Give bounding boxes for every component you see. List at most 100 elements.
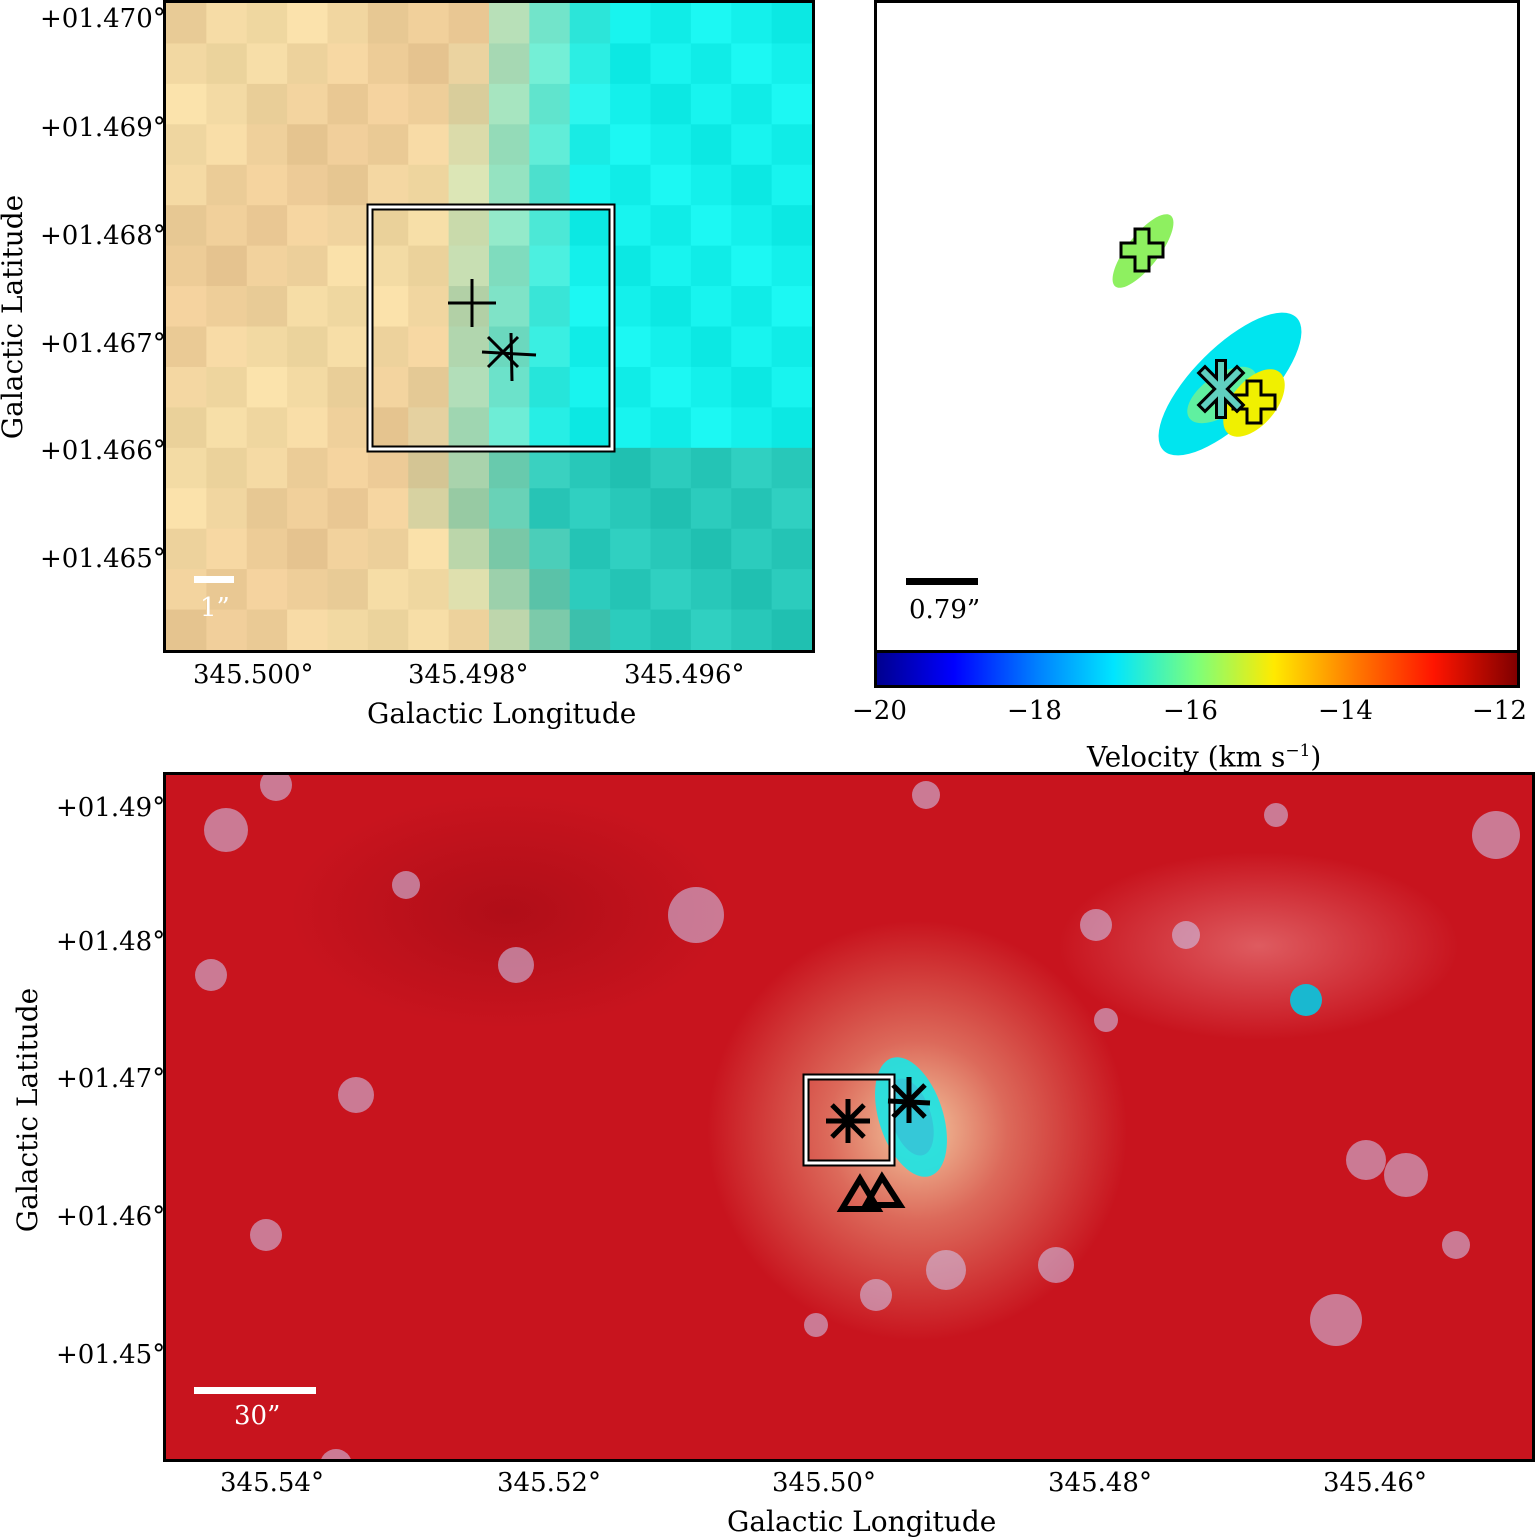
panel-c-star <box>1310 1294 1362 1346</box>
panel-a-pixel <box>771 43 812 85</box>
panel-a-pixel <box>610 447 652 489</box>
panel-a-pixel <box>367 326 409 368</box>
panel-a-pixel <box>367 407 409 449</box>
panel-a-pixel <box>690 447 732 489</box>
panel-c-star <box>195 959 227 991</box>
panel-a-pixel <box>408 164 450 206</box>
panel-a-pixel <box>327 245 369 287</box>
panel-a-pixel <box>489 407 530 449</box>
panel-c-star <box>498 947 534 983</box>
panel-a-pixel <box>408 326 450 368</box>
panel-a-pixel <box>448 3 490 45</box>
panel-a-pixel <box>771 609 812 650</box>
panel-a-pixel <box>448 205 490 247</box>
panel-a-pixel <box>731 83 773 125</box>
panel-a-y-tick: +01.469° <box>40 113 166 143</box>
panel-a-pixel <box>771 528 812 570</box>
colorbar-title-end: ) <box>1310 740 1322 774</box>
panel-a-pixel <box>650 366 692 408</box>
panel-a-pixel <box>408 205 450 247</box>
panel-c-asterisk-marker-2 <box>887 1077 931 1123</box>
panel-a-pixel <box>246 528 288 570</box>
panel-a-pixel <box>327 407 369 449</box>
panel-a-pixel <box>246 366 288 408</box>
panel-a-pixel <box>408 366 450 408</box>
panel-a-pixel <box>650 447 692 489</box>
panel-a-pixel <box>650 245 692 287</box>
panel-a-pixel <box>731 3 773 45</box>
panel-a-pixel <box>448 43 490 85</box>
panel-a-pixel <box>569 43 611 85</box>
panel-c-star <box>1094 1008 1118 1032</box>
panel-a-pixel <box>771 326 812 368</box>
panel-a-pixel <box>287 286 329 328</box>
panel-a-pixel <box>569 124 611 166</box>
panel-a-pixel <box>367 609 409 650</box>
panel-a-pixel <box>408 569 450 611</box>
panel-a-pixel <box>529 488 571 530</box>
panel-a-pixel <box>731 205 773 247</box>
panel-c-star <box>392 871 420 899</box>
panel-a-pixel <box>287 569 329 611</box>
panel-a-pixel <box>529 43 571 85</box>
panel-a-pixel <box>731 488 773 530</box>
panel-a-pixel <box>610 286 652 328</box>
panel-a-pixel <box>367 83 409 125</box>
panel-a-pixel <box>529 124 571 166</box>
panel-a-pixel <box>569 528 611 570</box>
panel-c-star <box>260 775 292 801</box>
panel-c-overlay <box>195 775 1520 1459</box>
panel-a-pixel <box>690 164 732 206</box>
panel-a-pixel <box>489 366 530 408</box>
panel-a-pixel <box>650 205 692 247</box>
panel-a-pixel <box>489 43 530 85</box>
panel-a-pixel <box>206 407 248 449</box>
panel-a-y-tick: +01.467° <box>40 329 166 359</box>
panel-a-pixel <box>206 245 248 287</box>
panel-c-cyan-core <box>875 984 1322 1177</box>
panel-a-pixel <box>569 164 611 206</box>
panel-a-pixel <box>731 286 773 328</box>
panel-a-pixel <box>327 528 369 570</box>
panel-c-zoom-box <box>802 1073 896 1167</box>
panel-a-pixel <box>448 569 490 611</box>
panel-a-pixel <box>287 124 329 166</box>
panel-a-pixel <box>166 83 207 125</box>
panel-a-pixel <box>610 366 652 408</box>
panel-a-pixel <box>166 164 207 206</box>
panel-a-pixel <box>367 447 409 489</box>
panel-a-pixel <box>650 569 692 611</box>
panel-a-pixel <box>690 326 732 368</box>
panel-a-y-tick: +01.466° <box>40 436 166 466</box>
panel-a-pixel <box>489 164 530 206</box>
panel-a-pixel <box>489 124 530 166</box>
panel-c-star <box>338 1077 374 1113</box>
panel-a-pixel <box>246 205 288 247</box>
panel-a-pixel <box>529 407 571 449</box>
panel-a-pixel <box>529 326 571 368</box>
panel-a-pixel <box>690 569 732 611</box>
panel-a-pixel <box>166 447 207 489</box>
panel-a-pixel <box>246 407 288 449</box>
panel-a-pixel <box>610 326 652 368</box>
panel-a-pixel <box>569 569 611 611</box>
panel-a-pixel <box>650 124 692 166</box>
panel-a-pixel <box>287 528 329 570</box>
panel-a-overlay <box>366 203 616 453</box>
panel-c-star <box>1080 909 1112 941</box>
panel-a-pixel <box>771 3 812 45</box>
panel-a-pixel <box>327 286 369 328</box>
panel-a-pixel <box>771 407 812 449</box>
panel-a-pixel <box>408 83 450 125</box>
panel-a-x-tick: 345.500° <box>193 660 314 690</box>
panel-a-pixel <box>448 245 490 287</box>
panel-a-pixel <box>166 528 207 570</box>
panel-a-pixel <box>771 569 812 611</box>
panel-a-pixel <box>448 407 490 449</box>
panel-a-pixel <box>610 83 652 125</box>
panel-c-x-tick: 345.54° <box>220 1468 324 1498</box>
colorbar-tick: −20 <box>852 696 907 726</box>
panel-c-star <box>1472 811 1520 859</box>
panel-a-pixel <box>569 326 611 368</box>
panel-c-star <box>321 1449 351 1459</box>
